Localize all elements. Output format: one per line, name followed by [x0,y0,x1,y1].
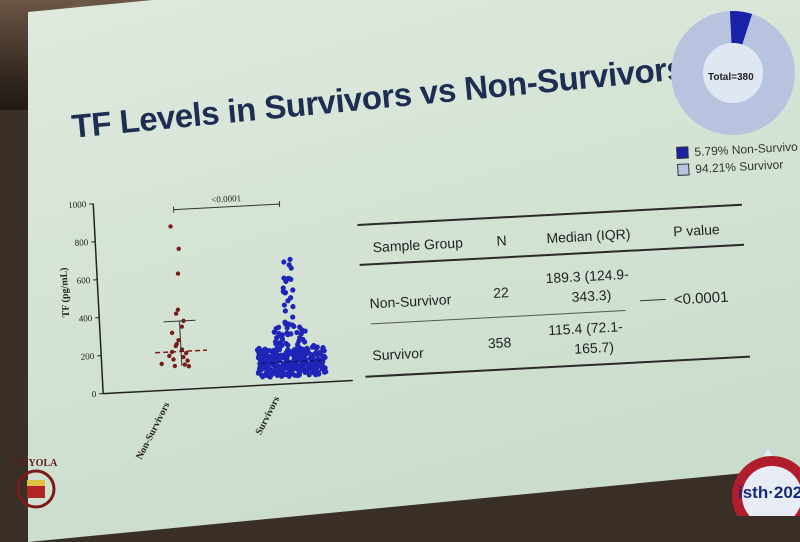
row-nonsurvivor-n: 22 [493,284,509,301]
data-point-nonsurvivor [171,357,176,362]
data-point-survivor [283,308,288,313]
data-point-nonsurvivor [173,364,178,369]
data-point-survivor [290,287,295,292]
data-point-nonsurvivor [176,307,181,312]
row-survivor-median-2: 165.7) [574,339,614,357]
row-nonsurvivor-median-1: 189.3 (124.9- [545,266,629,286]
data-point-nonsurvivor [167,354,172,359]
row-survivor-n: 358 [487,334,511,351]
data-point-nonsurvivor [170,331,175,336]
isth-logo-text: isth·202 [738,483,800,502]
row-nonsurvivor-group: Non-Survivor [369,291,451,311]
slide: TF Levels in Survivors vs Non-Survivors … [0,0,800,516]
scatter-chart: TF (pg/mL) 0 200 400 600 800 1000 <0.0001 Non… [58,180,358,470]
data-point-nonsurvivor [168,224,173,229]
data-point-survivor [287,257,292,262]
row-nonsurvivor-median-2: 343.3) [571,287,611,305]
data-point-nonsurvivor [182,362,187,367]
data-point-nonsurvivor [187,364,192,369]
data-point-nonsurvivor [159,362,164,367]
x-tick-label-survivors: Survivors [254,395,283,437]
loyola-shield-icon [14,469,58,509]
y-tick-label: 0 [91,389,97,399]
slide-title: TF Levels in Survivors vs Non-Survivors [70,49,686,146]
legend-label-survivor: 94.21% Survivor [695,157,784,176]
header-n: N [496,232,507,249]
data-point-survivor [290,304,295,309]
y-tick-label: 400 [78,313,93,324]
significance-label: <0.0001 [211,193,241,205]
donut-center-label: Total=380 [708,72,754,83]
row-survivor-median-1: 115.4 (72.1- [548,318,623,338]
y-axis-label: TF (pg/mL) [59,267,73,317]
data-point-nonsurvivor [174,311,179,316]
y-tick-label: 200 [80,351,95,362]
p-value-cell: <0.0001 [673,289,728,309]
data-point-survivor [282,302,287,307]
loyola-logo-text: LOYOLA [14,458,58,469]
data-point-nonsurvivor [176,247,181,252]
row-survivor-group: Survivor [372,345,424,364]
donut-legend: 5.79% Non-Survivo 94.21% Survivor [676,138,799,178]
header-median-iqr: Median (IQR) [546,226,631,246]
header-p-value: P value [673,221,720,239]
significance-bracket [174,204,280,210]
legend-swatch-nonsurvivor [676,146,689,159]
data-point-survivor [281,259,286,264]
y-tick-label: 800 [74,237,89,248]
y-tick-label: 600 [76,275,91,286]
legend-swatch-survivor [677,163,690,176]
isth-congress-logo: isth·202 [722,446,800,516]
x-tick-label-nonsurvivors: Non-Survivors [134,400,172,461]
loyola-logo: LOYOLA [14,458,58,514]
y-axis [93,204,103,394]
results-table: Sample Group N Median (IQR) P value Non-… [356,175,766,396]
data-point-nonsurvivor [176,271,181,276]
y-tick-label: 1000 [68,199,87,210]
data-point-nonsurvivor [185,358,190,363]
p-value-connector [640,299,666,301]
header-sample-group: Sample Group [372,234,463,255]
x-axis [103,380,353,393]
data-point-survivor [290,314,295,319]
